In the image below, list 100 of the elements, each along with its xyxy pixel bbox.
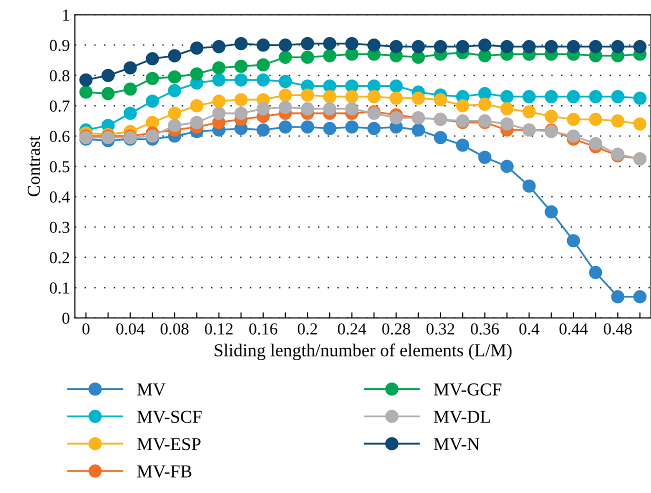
point xyxy=(367,122,381,136)
point xyxy=(146,116,160,130)
point xyxy=(79,86,93,99)
point xyxy=(278,100,292,114)
point xyxy=(500,117,514,131)
point xyxy=(212,40,226,54)
point xyxy=(234,93,248,106)
point xyxy=(633,117,647,131)
point xyxy=(456,138,470,152)
point xyxy=(434,40,448,54)
point xyxy=(300,120,314,134)
legend-label: MV-GCF xyxy=(434,383,502,396)
point xyxy=(146,52,160,66)
point xyxy=(367,90,381,104)
x-tick-label: 0.44 xyxy=(559,323,588,335)
point xyxy=(456,99,470,112)
point xyxy=(190,67,204,81)
point xyxy=(566,112,580,126)
point xyxy=(234,106,248,120)
x-tick-label: 0.2 xyxy=(298,323,318,335)
y-tick-label: 1 xyxy=(63,10,70,21)
point xyxy=(256,58,270,72)
point xyxy=(478,87,492,100)
point xyxy=(412,123,425,137)
point xyxy=(522,180,536,193)
y-tick-label: 0.4 xyxy=(50,191,70,203)
point xyxy=(500,40,514,54)
point xyxy=(345,120,358,134)
point xyxy=(412,50,425,64)
point xyxy=(234,60,248,73)
point xyxy=(256,38,270,52)
legend-label: MV-SCF xyxy=(137,410,202,423)
point xyxy=(633,92,647,105)
point xyxy=(300,36,314,50)
x-tick-label: 0.4 xyxy=(519,323,540,335)
point xyxy=(345,90,358,104)
point xyxy=(168,84,182,98)
point xyxy=(256,102,270,116)
x-tick-label: 0.32 xyxy=(426,323,454,335)
point xyxy=(124,82,137,96)
point xyxy=(300,88,314,102)
point xyxy=(168,118,182,132)
point xyxy=(124,106,137,120)
point xyxy=(566,129,580,143)
y-tick-label: 0.9 xyxy=(50,40,70,52)
legend-label: MV-FB xyxy=(137,466,192,478)
point xyxy=(168,49,182,62)
point xyxy=(611,40,624,54)
x-tick-label: 0 xyxy=(82,323,90,335)
y-tick-label: 0.5 xyxy=(50,161,70,172)
point xyxy=(323,90,336,104)
point xyxy=(611,290,624,304)
y-tick-label: 0.6 xyxy=(50,130,70,142)
point xyxy=(345,79,358,93)
point xyxy=(102,68,115,82)
point xyxy=(500,90,514,104)
x-tick-label: 0.04 xyxy=(116,323,145,335)
point xyxy=(390,111,403,124)
point xyxy=(345,48,358,61)
point xyxy=(234,36,248,50)
point xyxy=(323,102,336,116)
point xyxy=(300,102,314,116)
point xyxy=(323,122,336,136)
point xyxy=(390,79,403,93)
point xyxy=(102,87,115,100)
point xyxy=(390,92,403,105)
point xyxy=(190,99,204,112)
point xyxy=(278,50,292,64)
point xyxy=(500,160,514,173)
y-tick-label: 0.3 xyxy=(50,222,70,234)
point xyxy=(500,102,514,116)
point xyxy=(300,50,314,64)
point xyxy=(168,70,182,84)
point xyxy=(367,79,381,93)
point xyxy=(589,90,602,104)
point xyxy=(456,40,470,54)
point xyxy=(390,40,403,54)
point xyxy=(544,205,558,218)
point xyxy=(522,40,536,54)
point xyxy=(278,74,292,88)
point xyxy=(544,110,558,123)
y-tick-label: 0.1 xyxy=(50,282,70,294)
point xyxy=(278,120,292,134)
x-tick-label: 0.08 xyxy=(160,323,189,335)
point xyxy=(278,38,292,52)
point xyxy=(522,90,536,104)
point xyxy=(589,112,602,126)
x-tick-label: 0.36 xyxy=(470,323,499,335)
point xyxy=(212,61,226,74)
point xyxy=(478,49,492,62)
point xyxy=(212,73,226,87)
point xyxy=(566,40,580,54)
point xyxy=(611,90,624,104)
y-tick-label: 0.2 xyxy=(50,252,70,264)
point xyxy=(190,42,204,55)
legend-label: MV-ESP xyxy=(137,438,201,450)
point xyxy=(79,73,93,87)
point xyxy=(146,94,160,108)
x-tick-label: 0.24 xyxy=(338,323,366,335)
y-axis-title: Contrast xyxy=(28,136,40,196)
